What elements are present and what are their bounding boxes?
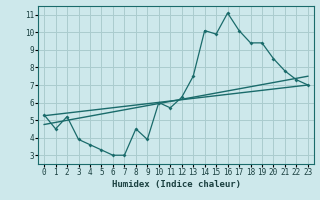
X-axis label: Humidex (Indice chaleur): Humidex (Indice chaleur) <box>111 180 241 189</box>
